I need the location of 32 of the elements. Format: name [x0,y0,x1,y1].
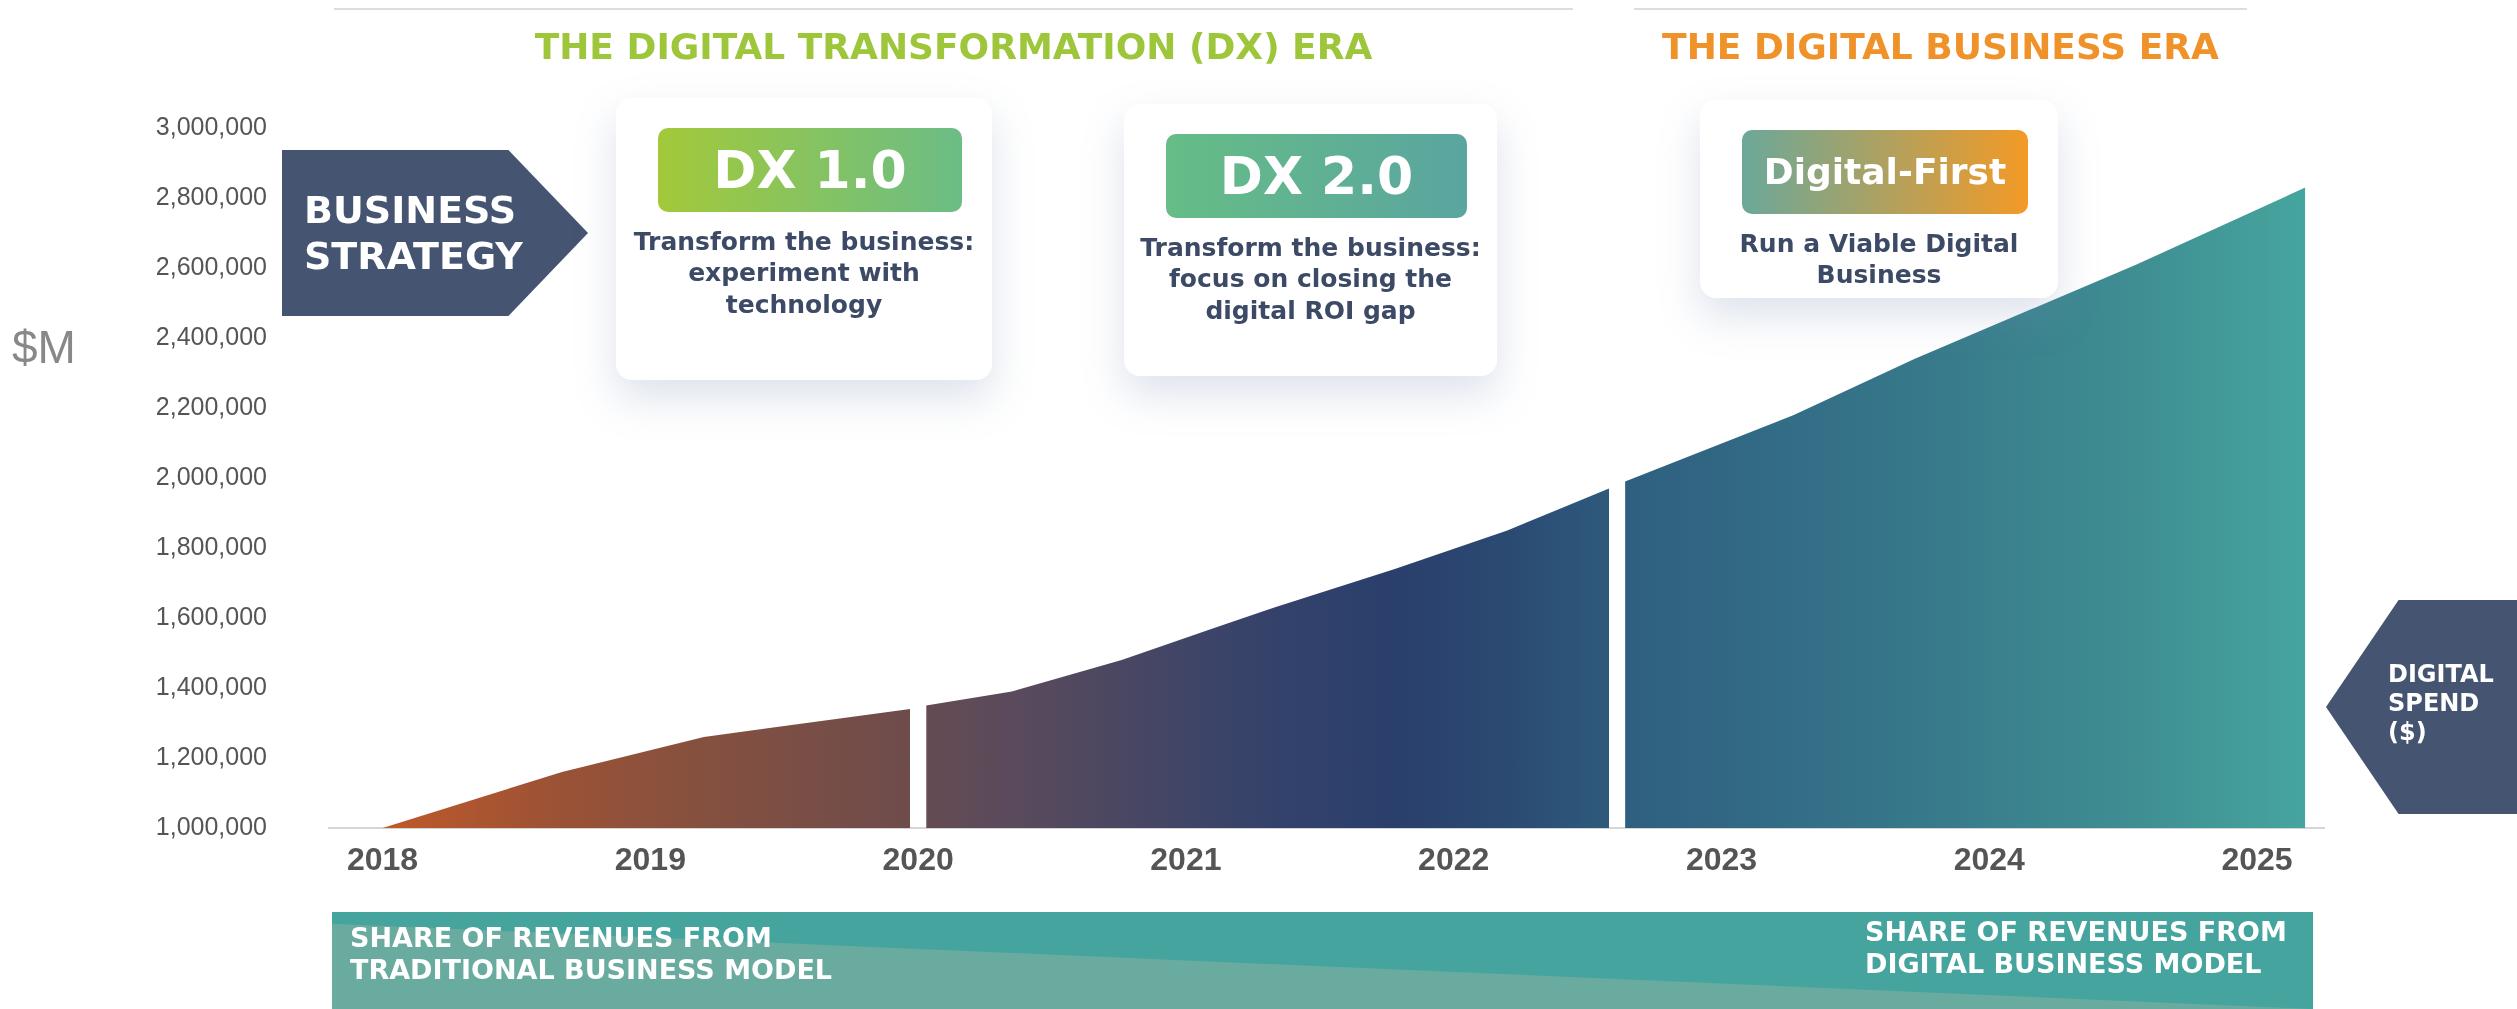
annotation: BUSINESS STRATEGY [304,188,524,280]
x-tick-label: 2022 [1418,841,1490,878]
y-tick-label: 1,000,000 [155,811,267,840]
x-tick-label: 2020 [882,841,954,878]
annotation: Digital-First [1742,130,2028,214]
y-tick-label: 1,600,000 [155,601,267,630]
y-tick-label: 2,000,000 [155,461,267,490]
y-tick-label: 3,000,000 [155,111,267,140]
y-tick-label: 2,800,000 [155,181,267,210]
x-tick-label: 2023 [1685,841,1758,878]
annotation: Transform the business: experiment with technology [632,226,976,320]
revenue-share-banner: SHARE OF REVENUES FROM TRADITIONAL BUSINESS MODEL SHARE OF REVENUES FROM DIGITAL BUSINESS MODEL [332,912,2313,1009]
x-tick-label: 2024 [1953,841,2026,878]
y-tick-label: 1,400,000 [155,671,267,700]
annotation: DX 1.0 [658,128,962,212]
annotation: Run a Viable Digital Business [1738,228,2020,291]
y-axis-title: $M [12,320,76,374]
x-tick-label: 2019 [614,841,686,878]
y-tick-label: 2,200,000 [155,391,267,420]
y-tick-label: 1,800,000 [155,531,267,560]
annotation: Transform the business: focus on closing the digital ROI gap [1139,232,1482,326]
arrow-sign: BUSINESS STRATEGY [282,150,588,316]
x-tick-label: 2021 [1150,841,1222,878]
y-tick-label: 1,200,000 [155,741,267,770]
x-tick-label: 2018 [346,841,419,878]
y-tick-label: 2,400,000 [155,321,267,350]
y-tick-label: 2,600,000 [155,251,267,280]
text: THE DIGITAL BUSINESS ERA [1634,8,2247,67]
arrow-sign: DIGITAL SPEND ($) [2326,600,2517,814]
annotation: DX 2.0 [1166,134,1467,218]
x-tick-label: 2025 [2221,841,2293,878]
text: THE DIGITAL TRANSFORMATION (DX) ERA [334,8,1573,67]
